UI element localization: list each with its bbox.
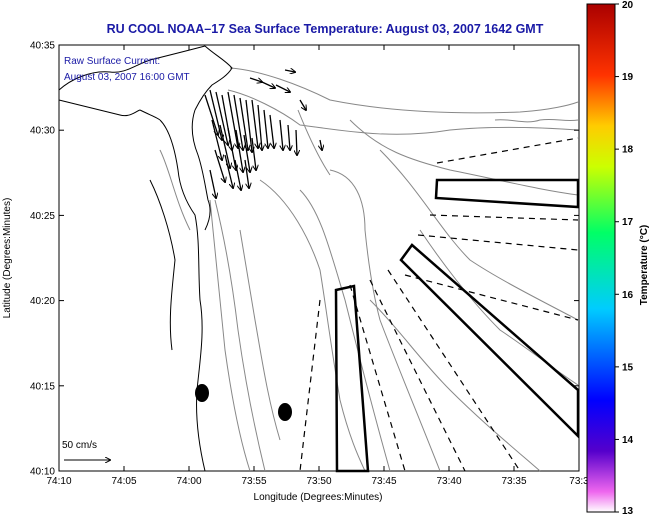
map-panel: Raw Surface Current: August 03, 2007 16:…	[58, 44, 580, 473]
colorbar-ticks: 20 19 18 17 16 15 14 13	[615, 0, 634, 517]
bathymetry-contours	[159, 67, 579, 472]
channel-polygons	[334, 178, 580, 473]
colorbar-tick-label: 17	[622, 217, 634, 228]
exclusion-zone-dashed-lines	[299, 137, 579, 472]
colorbar: 20 19 18 17 16 15 14 13 Temperature (°C)	[586, 0, 650, 517]
y-tick-label: 40:25	[30, 211, 55, 222]
y-tick-label: 40:15	[30, 381, 55, 392]
x-axis-label: Longitude (Degrees:Minutes)	[254, 492, 383, 503]
x-tick-label: 74:10	[46, 476, 71, 487]
colorbar-gradient	[586, 3, 616, 513]
current-note-line2: August 03, 2007 16:00 GMT	[64, 72, 190, 83]
colorbar-tick-label: 13	[622, 506, 634, 517]
colorbar-label: Temperature (°C)	[639, 225, 650, 306]
figure-title: RU COOL NOAA–17 Sea Surface Temperature:…	[107, 22, 544, 36]
colorbar-tick-label: 14	[622, 435, 634, 446]
x-tick-label: 73:40	[436, 476, 461, 487]
coastline	[58, 45, 233, 472]
x-axis-ticks: 74:10 74:05 74:00 73:55 73:50 73:45 73:40 73:35…	[46, 45, 589, 487]
site-markers	[195, 384, 292, 421]
x-tick-label: 73:55	[241, 476, 266, 487]
y-tick-label: 40:30	[30, 126, 55, 137]
y-axis-label: Latitude (Degrees:Minutes)	[2, 198, 13, 319]
x-tick-label: 73:35	[501, 476, 526, 487]
surface-current-vectors	[204, 70, 322, 198]
y-axis-ticks: 40:35 40:30 40:25 40:20 40:15 40:10	[30, 41, 579, 478]
colorbar-tick-label: 16	[622, 290, 634, 301]
colorbar-tick-label: 19	[622, 72, 634, 83]
site-marker	[278, 403, 292, 421]
colorbar-tick-label: 18	[622, 145, 634, 156]
x-tick-label: 74:00	[176, 476, 201, 487]
site-marker	[195, 384, 209, 402]
y-tick-label: 40:20	[30, 296, 55, 307]
colorbar-tick-label: 15	[622, 362, 634, 373]
y-tick-label: 40:35	[30, 41, 55, 52]
map-frame	[58, 44, 580, 472]
x-tick-label: 73:3	[569, 476, 589, 487]
colorbar-tick-label: 20	[622, 0, 634, 11]
x-tick-label: 73:50	[306, 476, 331, 487]
x-tick-label: 73:45	[371, 476, 396, 487]
x-tick-label: 74:05	[111, 476, 136, 487]
scale-label: 50 cm/s	[62, 440, 97, 451]
y-tick-label: 40:10	[30, 467, 55, 478]
current-note-line1: Raw Surface Current:	[64, 56, 160, 67]
